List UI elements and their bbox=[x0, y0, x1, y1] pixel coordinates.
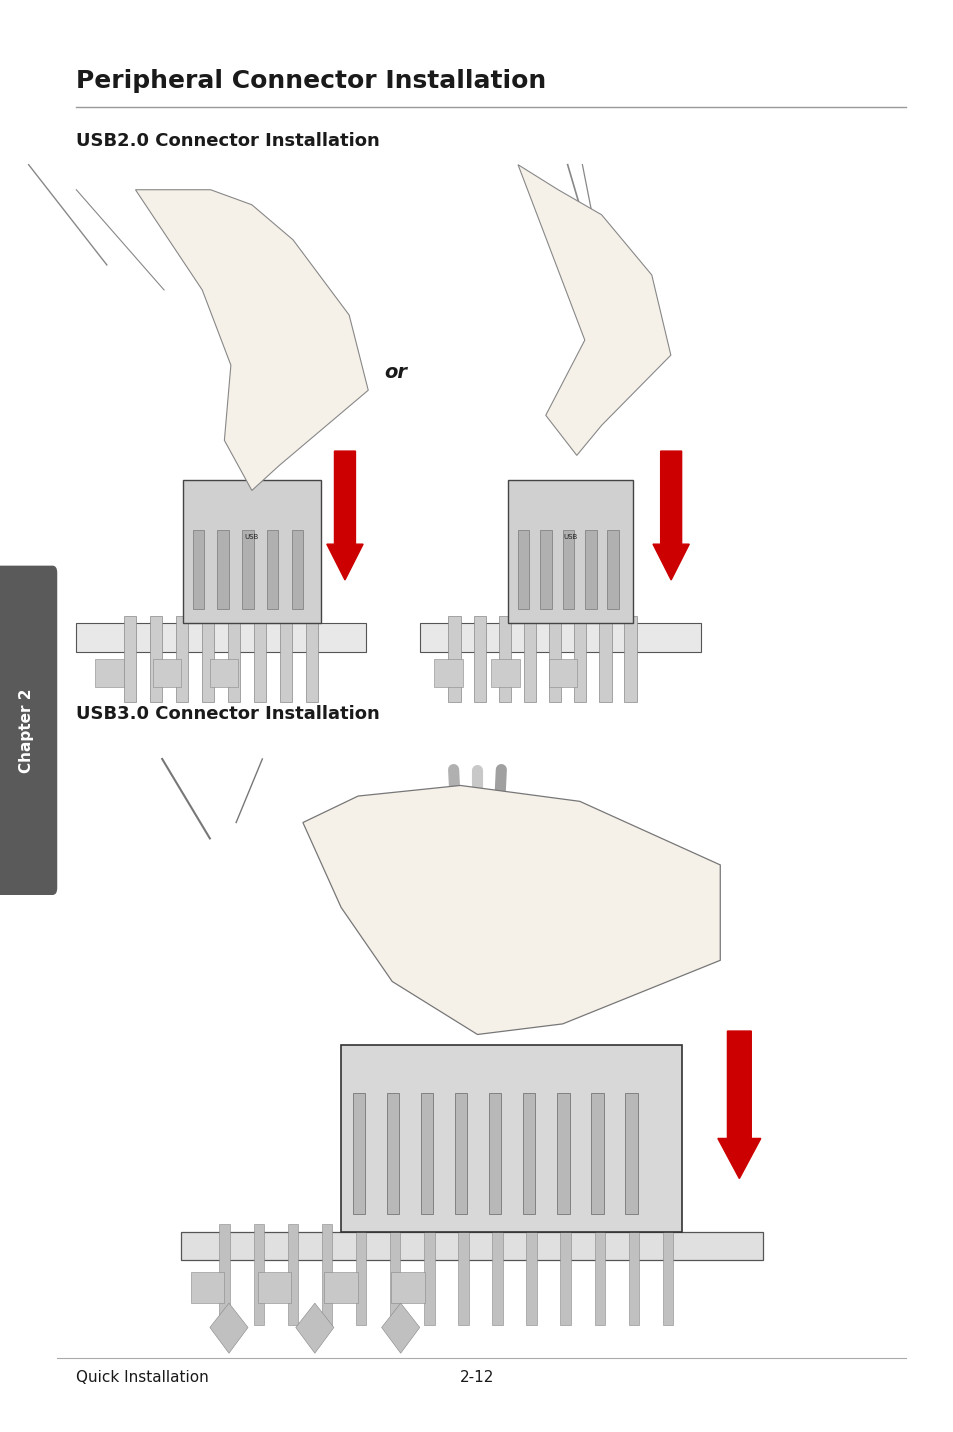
Polygon shape bbox=[517, 165, 670, 455]
Bar bbox=[548, 659, 577, 687]
Text: USB2.0 Connector Installation: USB2.0 Connector Installation bbox=[76, 132, 379, 150]
Bar bbox=[594, 1224, 604, 1325]
Bar bbox=[217, 530, 229, 609]
Polygon shape bbox=[295, 1303, 334, 1353]
Bar bbox=[607, 530, 618, 609]
Bar bbox=[584, 530, 596, 609]
Bar bbox=[183, 480, 320, 623]
Bar bbox=[288, 1224, 297, 1325]
FancyArrow shape bbox=[718, 1031, 760, 1179]
Bar bbox=[508, 480, 632, 623]
Bar bbox=[257, 1272, 291, 1303]
Bar bbox=[193, 530, 204, 609]
Polygon shape bbox=[210, 1303, 248, 1353]
Bar bbox=[341, 1045, 681, 1232]
Bar bbox=[210, 659, 238, 687]
Bar bbox=[625, 1093, 638, 1214]
Text: USB: USB bbox=[563, 534, 578, 540]
Bar bbox=[305, 616, 317, 702]
Bar bbox=[292, 530, 303, 609]
Bar bbox=[448, 616, 460, 702]
Bar bbox=[324, 1272, 357, 1303]
Text: Quick Installation: Quick Installation bbox=[76, 1370, 209, 1385]
Bar bbox=[517, 530, 529, 609]
Bar bbox=[522, 1093, 535, 1214]
Bar bbox=[202, 616, 214, 702]
Bar bbox=[598, 616, 611, 702]
Bar bbox=[539, 530, 551, 609]
Bar bbox=[662, 1224, 673, 1325]
Bar bbox=[473, 616, 485, 702]
Text: Chapter 2: Chapter 2 bbox=[19, 687, 33, 773]
Text: Peripheral Connector Installation: Peripheral Connector Installation bbox=[76, 69, 546, 93]
Bar bbox=[628, 1224, 639, 1325]
Bar bbox=[353, 1093, 364, 1214]
Bar bbox=[175, 616, 188, 702]
Text: USB3.0 Connector Installation: USB3.0 Connector Installation bbox=[76, 705, 379, 723]
Bar bbox=[559, 1224, 570, 1325]
Bar bbox=[124, 616, 136, 702]
Bar bbox=[242, 530, 253, 609]
Bar bbox=[526, 1224, 537, 1325]
Bar bbox=[321, 1224, 332, 1325]
Text: USB: USB bbox=[245, 534, 258, 540]
Text: 2-12: 2-12 bbox=[459, 1370, 494, 1385]
Bar bbox=[591, 1093, 603, 1214]
Polygon shape bbox=[419, 623, 700, 652]
Bar bbox=[623, 616, 636, 702]
Bar bbox=[150, 616, 162, 702]
Bar bbox=[434, 659, 462, 687]
Bar bbox=[390, 1224, 400, 1325]
Bar bbox=[355, 1224, 366, 1325]
Bar bbox=[420, 1093, 433, 1214]
Bar bbox=[219, 1224, 230, 1325]
FancyArrow shape bbox=[652, 451, 688, 580]
Bar bbox=[391, 1272, 424, 1303]
Bar bbox=[548, 616, 560, 702]
Bar bbox=[557, 1093, 569, 1214]
Bar bbox=[253, 616, 266, 702]
Polygon shape bbox=[135, 189, 368, 490]
Bar bbox=[489, 1093, 501, 1214]
Bar bbox=[455, 1093, 467, 1214]
Bar bbox=[253, 1224, 264, 1325]
Polygon shape bbox=[76, 623, 366, 652]
Polygon shape bbox=[181, 1232, 762, 1260]
Bar bbox=[386, 1093, 398, 1214]
Polygon shape bbox=[303, 785, 720, 1034]
Bar bbox=[423, 1224, 435, 1325]
Bar bbox=[457, 1224, 468, 1325]
Bar bbox=[574, 616, 586, 702]
Bar bbox=[267, 530, 278, 609]
Bar bbox=[279, 616, 292, 702]
Bar bbox=[228, 616, 240, 702]
Polygon shape bbox=[381, 1303, 419, 1353]
Bar bbox=[562, 530, 574, 609]
FancyArrow shape bbox=[327, 451, 363, 580]
FancyBboxPatch shape bbox=[0, 566, 57, 895]
Bar bbox=[492, 1224, 502, 1325]
Bar bbox=[523, 616, 536, 702]
Bar bbox=[95, 659, 124, 687]
Text: or: or bbox=[384, 362, 407, 382]
Bar bbox=[191, 1272, 224, 1303]
Bar bbox=[152, 659, 181, 687]
Bar bbox=[491, 659, 519, 687]
Bar bbox=[498, 616, 511, 702]
